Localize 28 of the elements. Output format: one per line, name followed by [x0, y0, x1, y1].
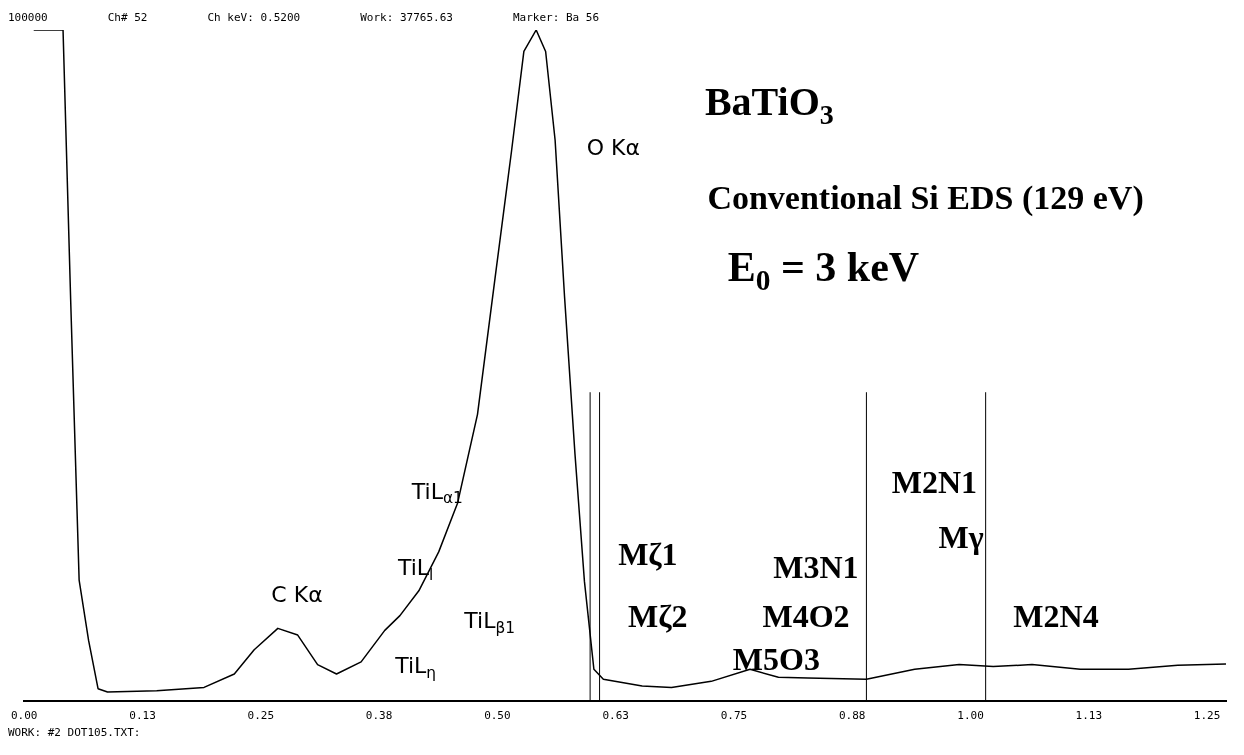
- x-tick-label: 1.13: [1075, 709, 1103, 723]
- annotation: M3N1: [773, 548, 859, 585]
- annotation: M5O3: [732, 640, 820, 677]
- text: Conventional Si EDS (129 eV): [707, 178, 1144, 217]
- x-tick-label: 1.25: [1193, 709, 1221, 723]
- annotation: O Kα: [586, 135, 640, 161]
- x-tick-label: 0.63: [602, 709, 629, 723]
- annotation: M2N1: [891, 464, 978, 501]
- x-tick-label: 0.50: [484, 709, 511, 723]
- text: Work: 37765.63: [360, 10, 453, 24]
- annotation: Mζ1: [618, 535, 678, 572]
- text: Marker: Ba 56: [512, 10, 600, 24]
- x-tick-label: 0.88: [838, 709, 866, 723]
- annotation: M2N4: [1013, 597, 1099, 634]
- x-tick-label: 0.38: [365, 709, 393, 723]
- x-tick-label: 0.00: [11, 709, 38, 723]
- annotation: Mγ: [938, 519, 984, 556]
- text: Ch# 52: [107, 10, 148, 24]
- x-tick-label: 1.00: [957, 709, 984, 723]
- x-tick-label: 0.75: [720, 709, 748, 723]
- x-tick-label: 0.13: [129, 709, 156, 723]
- annotation: C Kα: [271, 581, 323, 607]
- text: Ch keV: 0.5200: [207, 10, 301, 24]
- text: WORK: #2 DOT105.TXT:: [8, 726, 142, 739]
- annotation: M4O2: [762, 597, 850, 634]
- x-tick-label: 0.25: [247, 709, 275, 723]
- annotation: Mζ2: [628, 597, 688, 634]
- text: 100000: [8, 10, 48, 24]
